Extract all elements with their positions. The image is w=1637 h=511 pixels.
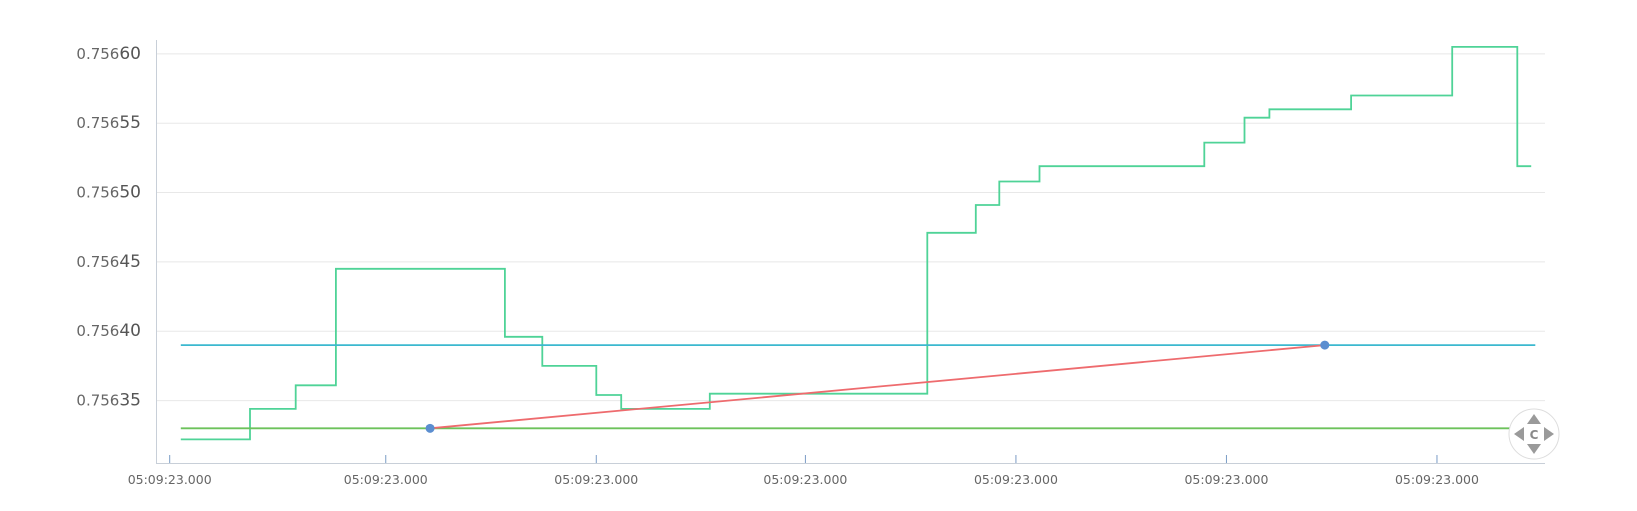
reset-icon[interactable]: C [1530, 428, 1539, 442]
y-tick-suffix: 55 [119, 113, 141, 133]
y-tick-prefix: 0.756 [76, 114, 119, 132]
y-tick-prefix: 0.756 [76, 184, 119, 202]
y-tick-prefix: 0.756 [76, 392, 119, 410]
y-tick-prefix: 0.756 [76, 253, 119, 271]
y-tick-prefix: 0.756 [76, 322, 119, 340]
y-tick-label: 0.75650 [76, 183, 141, 203]
pan-down-icon[interactable] [1527, 444, 1541, 454]
pan-reset-background[interactable] [1508, 408, 1560, 460]
y-axis-ticks: 0.756350.756400.756450.756500.756550.756… [76, 44, 141, 411]
x-axis-ticks: 05:09:23.000 05:09:23.000 05:09:23.000 05:0… [128, 455, 1479, 487]
axes [156, 40, 1545, 464]
y-tick-prefix: 0.756 [76, 45, 119, 63]
x-tick-label: 05:09:23.000 [1395, 472, 1479, 487]
data-point-marker[interactable] [1320, 340, 1330, 350]
pan-reset-control[interactable]: C [1508, 408, 1560, 460]
y-tick-label: 0.75660 [76, 44, 141, 64]
y-tick-label: 0.75635 [76, 391, 141, 411]
x-tick-label: 05:09:23.000 [128, 472, 212, 487]
x-tick-label: 05:09:23.000 [1184, 472, 1268, 487]
y-tick-label: 0.75655 [76, 113, 141, 133]
pan-left-icon[interactable] [1514, 427, 1524, 441]
x-tick-label: 05:09:23.000 [554, 472, 638, 487]
grid-lines [156, 53, 1545, 402]
pan-right-icon[interactable] [1544, 427, 1554, 441]
y-tick-suffix: 60 [119, 44, 141, 64]
y-tick-label: 0.75645 [76, 252, 141, 272]
x-tick-label: 05:09:23.000 [763, 472, 847, 487]
y-tick-suffix: 35 [119, 391, 141, 411]
y-tick-suffix: 50 [119, 183, 141, 203]
series-line-4 [430, 344, 1325, 430]
y-tick-label: 0.75640 [76, 321, 141, 341]
pan-up-icon[interactable] [1527, 414, 1541, 424]
series-line-1 [180, 46, 1532, 441]
x-tick-label: 05:09:23.000 [974, 472, 1058, 487]
y-tick-suffix: 45 [119, 252, 141, 272]
y-tick-suffix: 40 [119, 321, 141, 341]
series-lines [180, 46, 1536, 441]
data-point-marker[interactable] [425, 423, 435, 433]
x-tick-label: 05:09:23.000 [344, 472, 428, 487]
